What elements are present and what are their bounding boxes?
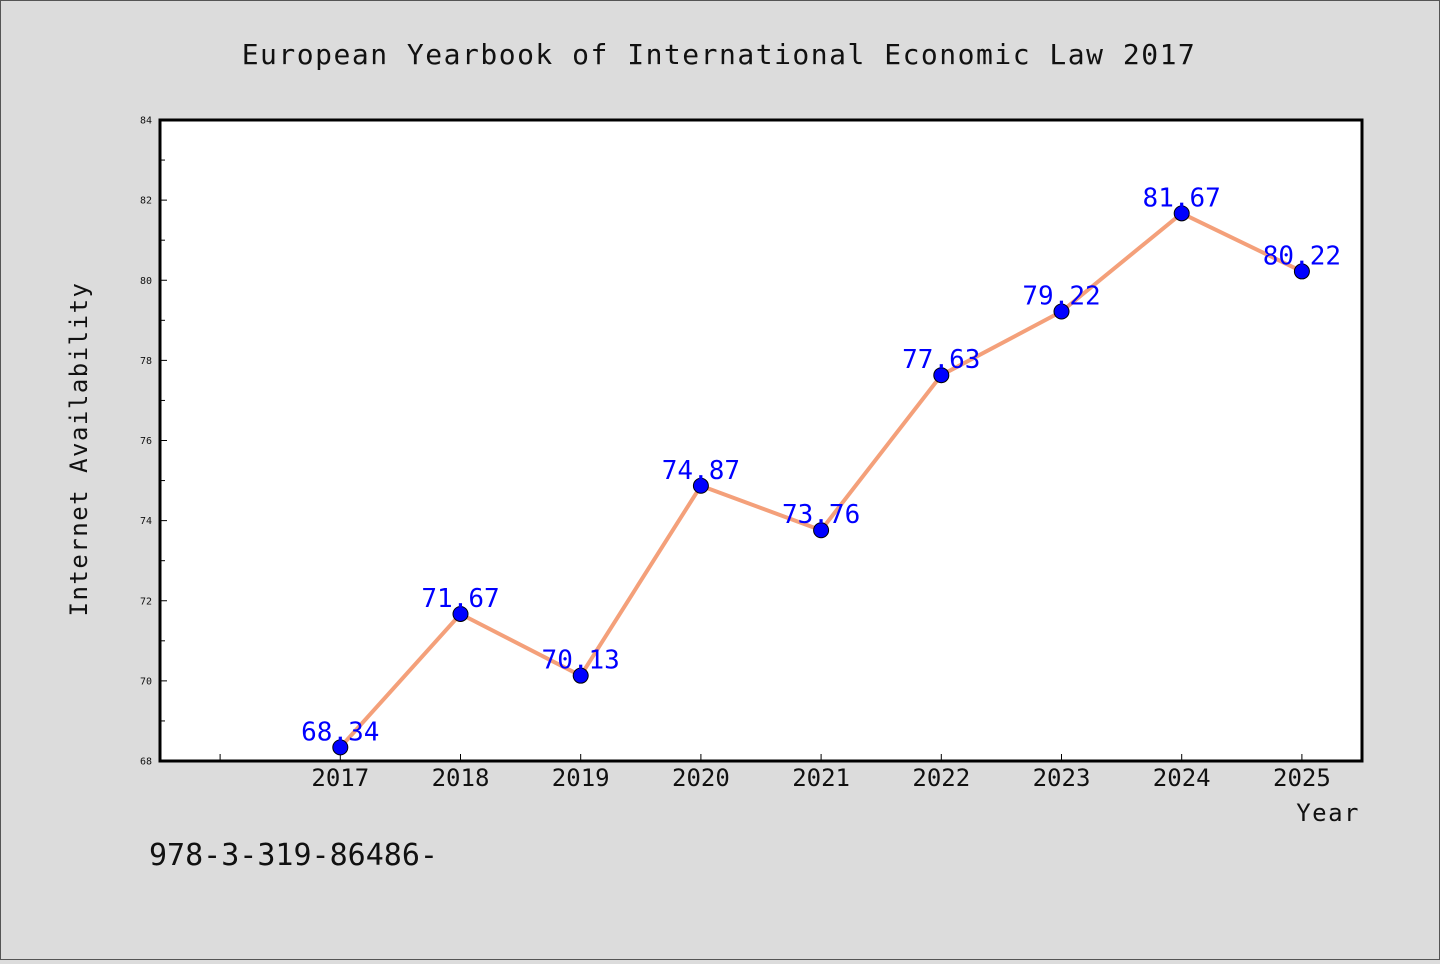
data-label: 71.67 [421,584,499,614]
y-tick-label: 80 [140,276,152,287]
y-tick-label: 74 [140,516,152,527]
y-tick-label: 76 [140,436,152,447]
x-tick-label: 2025 [1273,764,1331,792]
data-label: 68.34 [301,717,379,747]
chart-title: European Yearbook of International Econo… [242,38,1197,71]
y-axis-ticks: 68 70 72 74 76 78 80 82 84 [140,116,167,768]
series-group: 68.34 71.67 70.13 74.87 73.76 77.63 79.22 81.67… [301,183,1341,756]
y-axis-label: Internet Availability [65,282,93,617]
data-label: 81.67 [1143,183,1221,213]
data-point [1293,263,1310,280]
x-tick-label: 2019 [552,764,610,792]
data-label: 74.87 [662,456,740,486]
y-tick-label: 82 [140,196,152,207]
data-point [452,605,469,622]
x-tick-label: 2021 [792,764,850,792]
x-tick-label: 2022 [912,764,970,792]
data-point [572,667,589,684]
data-point [933,367,950,384]
y-tick-label: 68 [140,757,152,768]
x-axis-label: Year [1296,799,1360,827]
x-tick-label: 2020 [672,764,730,792]
data-label: 70.13 [542,646,620,676]
data-point [692,477,709,494]
data-label: 73.76 [782,500,860,530]
data-point [1053,303,1070,320]
y-tick-label: 84 [140,116,152,127]
y-tick-label: 70 [140,676,152,687]
x-tick-label: 2018 [432,764,490,792]
y-tick-label: 78 [140,356,152,367]
x-tick-label: 2024 [1153,764,1211,792]
data-label: 80.22 [1263,241,1341,271]
x-axis-ticks: 2017 2018 2019 2020 2021 2022 2023 2024 2025 [219,754,1331,792]
plot-area [158,118,1364,763]
x-tick-label: 2023 [1033,764,1091,792]
data-point [1173,205,1190,222]
data-point [332,739,349,756]
y-tick-label: 72 [140,596,152,607]
data-point [813,522,830,539]
isbn-footnote: 978-3-319-86486- [149,838,438,873]
data-label: 79.22 [1022,281,1100,311]
x-tick-label: 2017 [311,764,369,792]
data-label: 77.63 [902,345,980,375]
